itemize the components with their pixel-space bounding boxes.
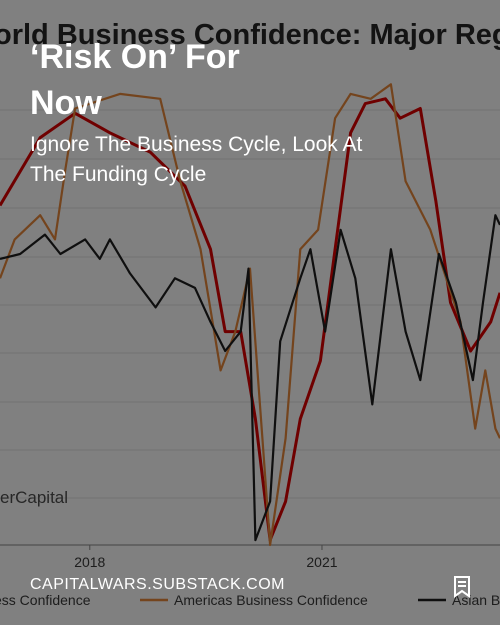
watermark: erCapital bbox=[0, 488, 68, 507]
bookmark-icon[interactable] bbox=[452, 576, 472, 598]
card-subtitle: Ignore The Business Cycle, Look At The F… bbox=[30, 133, 363, 186]
series-line bbox=[0, 214, 500, 542]
x-tick-label: 2018 bbox=[74, 554, 105, 570]
legend-label: Americas Business Confidence bbox=[174, 592, 368, 608]
legend-label: ess Confidence bbox=[0, 592, 91, 608]
legend-label: Asian B bbox=[452, 592, 500, 608]
series-line bbox=[0, 97, 500, 542]
site-name[interactable]: CAPITALWARS.SUBSTACK.COM bbox=[30, 576, 285, 593]
chart-title: orld Business Confidence: Major Regio bbox=[0, 19, 500, 51]
card-title: ‘Risk On’ For Now bbox=[30, 38, 240, 122]
x-tick-label: 2021 bbox=[306, 554, 337, 570]
